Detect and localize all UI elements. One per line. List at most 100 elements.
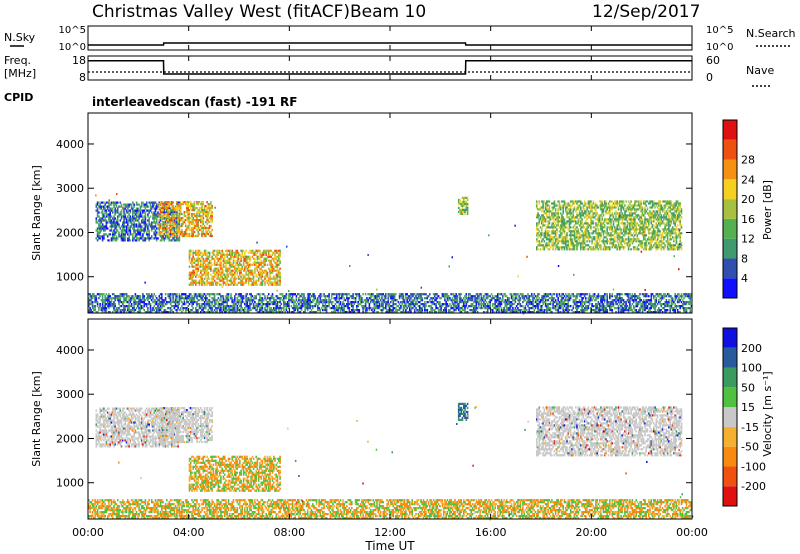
- heatmap-cell: [133, 237, 135, 240]
- heatmap-cell: [619, 248, 621, 251]
- heatmap-cell: [178, 234, 181, 238]
- heatmap-cell: [586, 240, 588, 243]
- heatmap-cell: [211, 215, 213, 218]
- heatmap-cell: [139, 209, 142, 212]
- heatmap-cell: [142, 221, 144, 224]
- heatmap-cell: [169, 213, 172, 216]
- heatmap-cell: [159, 211, 162, 214]
- heatmap-cell: [150, 211, 153, 214]
- heatmap-cell: [183, 221, 186, 224]
- heatmap-cell: [256, 251, 259, 254]
- heatmap-cell: [140, 203, 143, 206]
- heatmap-cell: [139, 237, 142, 240]
- heatmap-cell: [133, 217, 135, 220]
- heatmap-cell: [557, 224, 559, 227]
- heatmap-cell: [176, 221, 178, 224]
- nsearch-tick-bottom: 10^0: [706, 42, 733, 53]
- heatmap-cell: [133, 203, 135, 206]
- heatmap-cell: [617, 220, 620, 223]
- heatmap-cell: [172, 234, 174, 238]
- heatmap-cell: [167, 211, 169, 214]
- heatmap-cell: [191, 263, 193, 266]
- heatmap-cell: [113, 293, 115, 296]
- heatmap-cell: [108, 293, 110, 296]
- heatmap-cell: [215, 269, 217, 272]
- heatmap-cell: [100, 221, 103, 224]
- heatmap-cell: [143, 229, 145, 232]
- heatmap-cell: [135, 235, 138, 238]
- heatmap-cell: [116, 309, 119, 312]
- heatmap-cell: [205, 205, 207, 208]
- heatmap-cell: [142, 217, 144, 220]
- heatmap-cell: [596, 204, 598, 207]
- heatmap-cell: [129, 209, 132, 212]
- heatmap-cell: [573, 224, 576, 227]
- heatmap-cell: [547, 232, 549, 235]
- heatmap-cell: [622, 206, 625, 209]
- heatmap-cell: [169, 299, 172, 302]
- heatmap-cell: [106, 221, 109, 224]
- heatmap-cell: [276, 251, 279, 254]
- heatmap-cell: [168, 209, 171, 212]
- heatmap-cell: [140, 305, 143, 308]
- heatmap-cell: [142, 211, 144, 214]
- heatmap-cell: [680, 226, 683, 229]
- heatmap-cell: [236, 261, 239, 264]
- heatmap-cell: [179, 213, 182, 216]
- heatmap-cell: [127, 211, 129, 214]
- heatmap-cell: [196, 217, 198, 220]
- heatmap-cell: [552, 238, 554, 241]
- heatmap-cell: [172, 219, 174, 222]
- heatmap-cell: [254, 251, 256, 254]
- heatmap-cell: [217, 267, 220, 270]
- heatmap-cell: [211, 303, 213, 306]
- heatmap-cell: [198, 303, 201, 306]
- heatmap-cell: [223, 255, 226, 258]
- heatmap-cell: [283, 299, 285, 302]
- heatmap-cell: [139, 229, 142, 232]
- heatmap-cell: [120, 225, 123, 228]
- heatmap-cell: [130, 303, 133, 306]
- heatmap-cell: [145, 205, 148, 208]
- heatmap-cell: [208, 205, 211, 208]
- heatmap-cell: [671, 230, 674, 233]
- heatmap-cell: [553, 200, 556, 203]
- heatmap-cell: [114, 209, 116, 212]
- heatmap-cell: [148, 301, 150, 304]
- heatmap-cell: [137, 231, 139, 234]
- heatmap-cell: [577, 208, 580, 211]
- heatmap-cell: [153, 217, 155, 220]
- heatmap-cell: [241, 267, 244, 270]
- heatmap-cell: [153, 225, 155, 228]
- heatmap-cell: [542, 222, 544, 225]
- heatmap-cell: [186, 209, 188, 212]
- heatmap-cell: [680, 246, 683, 249]
- heatmap-cell: [118, 205, 120, 208]
- heatmap-cell: [184, 234, 187, 238]
- heatmap-cell: [202, 299, 205, 302]
- heatmap-cell: [549, 240, 552, 243]
- heatmap-cell: [223, 273, 226, 276]
- heatmap-cell: [666, 236, 669, 239]
- heatmap-cell: [109, 215, 111, 218]
- heatmap-cell: [600, 244, 602, 247]
- heatmap-cell: [110, 227, 113, 230]
- heatmap-cell: [255, 295, 257, 298]
- heatmap-cell: [173, 231, 176, 234]
- heatmap-cell: [230, 283, 232, 286]
- heatmap-cell: [197, 234, 200, 238]
- heatmap-cell: [600, 220, 602, 223]
- heatmap-cell: [653, 210, 655, 213]
- heatmap-cell: [234, 275, 236, 278]
- heatmap-cell: [178, 215, 181, 218]
- heatmap-cell: [96, 231, 99, 234]
- heatmap-cell: [108, 307, 110, 310]
- heatmap-cell: [125, 205, 128, 208]
- heatmap-cell: [113, 301, 115, 304]
- heatmap-cell: [178, 205, 181, 208]
- heatmap-cell: [113, 233, 115, 236]
- heatmap-cell: [123, 235, 125, 238]
- heatmap-cell: [546, 246, 548, 249]
- heatmap-cell: [641, 242, 644, 245]
- heatmap-cell: [590, 224, 592, 227]
